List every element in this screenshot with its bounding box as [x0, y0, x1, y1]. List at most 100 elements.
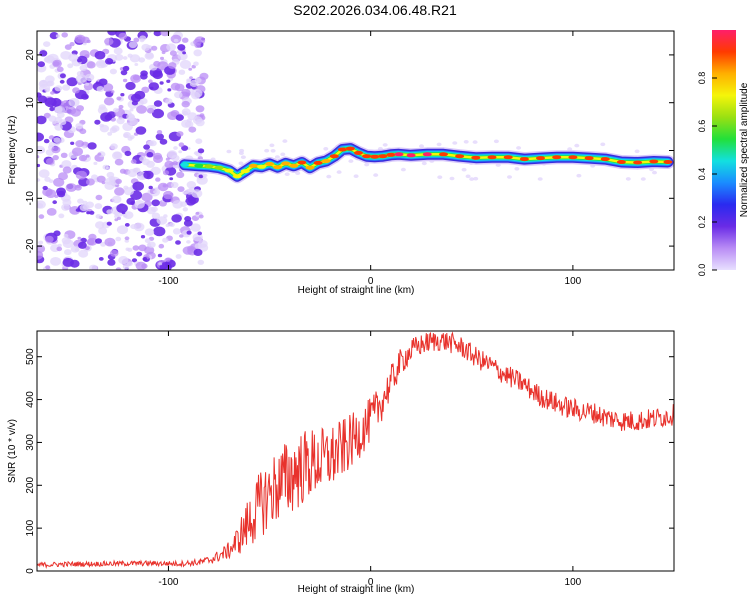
noise-blob — [56, 187, 66, 196]
noise-blob — [64, 249, 72, 256]
noise-blob — [49, 31, 59, 40]
noise-blob — [172, 228, 181, 235]
noise-blob — [75, 208, 81, 212]
track-point — [455, 154, 465, 159]
track-point — [180, 162, 190, 167]
noise-blob — [141, 158, 151, 166]
noise-blob — [193, 248, 203, 256]
noise-blob — [52, 155, 59, 161]
noise-blob — [125, 247, 130, 251]
noise-blob — [195, 118, 205, 127]
noise-blob — [270, 149, 276, 153]
noise-blob — [282, 139, 288, 143]
noise-blob — [400, 167, 406, 172]
noise-blob — [122, 264, 130, 270]
noise-blob — [130, 159, 137, 164]
noise-blob — [185, 188, 194, 195]
noise-blob — [295, 171, 301, 175]
noise-blob — [169, 50, 177, 56]
noise-blob — [167, 88, 172, 92]
noise-blob — [280, 152, 286, 157]
noise-blob — [44, 235, 54, 243]
noise-blob — [191, 89, 203, 98]
noise-blob — [37, 145, 45, 154]
noise-blob — [176, 171, 185, 179]
noise-blob — [461, 167, 467, 172]
noise-blob — [59, 79, 65, 84]
noise-blob — [65, 183, 77, 192]
colorbar-gradient — [712, 30, 736, 270]
noise-blob — [98, 227, 108, 235]
noise-blob — [197, 259, 205, 265]
noise-blob — [89, 264, 98, 270]
noise-blob — [110, 90, 115, 94]
noise-blob — [115, 267, 122, 270]
noise-blob — [127, 53, 133, 58]
noise-blob — [123, 187, 134, 196]
noise-blob — [182, 51, 187, 55]
noise-blob — [120, 93, 125, 97]
colorbar-tick-label: 0.8 — [697, 72, 707, 85]
noise-blob — [123, 213, 128, 218]
noise-blob — [52, 59, 62, 68]
noise-blob — [166, 43, 177, 52]
noise-blob — [189, 76, 193, 80]
noise-blob — [179, 234, 184, 238]
noise-blob — [104, 37, 114, 46]
noise-blob — [107, 259, 116, 266]
noise-blob — [122, 65, 130, 72]
noise-blob — [472, 140, 478, 144]
noise-blob — [77, 198, 84, 204]
noise-blob — [182, 191, 187, 195]
noise-blob — [86, 61, 96, 69]
noise-blob — [116, 117, 125, 125]
noise-blob — [114, 158, 124, 166]
snr-x-axis-label: Height of straight line (km) — [298, 584, 415, 595]
noise-region — [37, 31, 657, 270]
noise-blob — [174, 83, 185, 92]
noise-blob — [44, 87, 50, 93]
track-point — [354, 150, 363, 155]
track-point — [204, 164, 214, 169]
noise-blob — [198, 174, 204, 179]
noise-blob — [96, 86, 105, 92]
noise-blob — [45, 189, 57, 199]
y-tick-label: -10 — [25, 191, 36, 206]
noise-blob — [167, 111, 179, 120]
noise-blob — [37, 200, 46, 209]
track-point — [273, 165, 283, 170]
noise-blob — [87, 142, 97, 150]
noise-blob — [98, 104, 106, 110]
noise-blob — [168, 62, 177, 69]
noise-blob — [188, 126, 197, 133]
noise-blob — [94, 50, 106, 60]
noise-blob — [114, 54, 124, 61]
noise-blob — [195, 211, 200, 215]
noise-blob — [46, 208, 57, 216]
y-tick-label: 400 — [25, 391, 36, 408]
spectrogram-y-axis-label: Frequency (Hz) — [7, 116, 18, 185]
noise-blob — [60, 152, 68, 158]
noise-blob — [74, 34, 86, 44]
noise-blob — [52, 200, 57, 205]
noise-blob — [191, 189, 203, 198]
track-point — [503, 155, 513, 160]
track-point — [281, 161, 291, 166]
noise-blob — [56, 66, 64, 73]
noise-blob — [537, 177, 543, 181]
noise-blob — [353, 174, 359, 178]
noise-blob — [94, 119, 101, 125]
noise-blob — [141, 192, 153, 202]
noise-blob — [135, 261, 147, 270]
track-point — [240, 169, 250, 174]
noise-blob — [195, 105, 205, 113]
noise-blob — [115, 236, 122, 242]
noise-blob — [194, 42, 201, 49]
noise-blob — [38, 169, 50, 178]
noise-blob — [177, 186, 185, 193]
noise-blob — [93, 161, 98, 165]
track-point — [584, 156, 594, 161]
noise-blob — [95, 238, 102, 244]
noise-blob — [143, 170, 154, 180]
track-point — [297, 160, 307, 165]
